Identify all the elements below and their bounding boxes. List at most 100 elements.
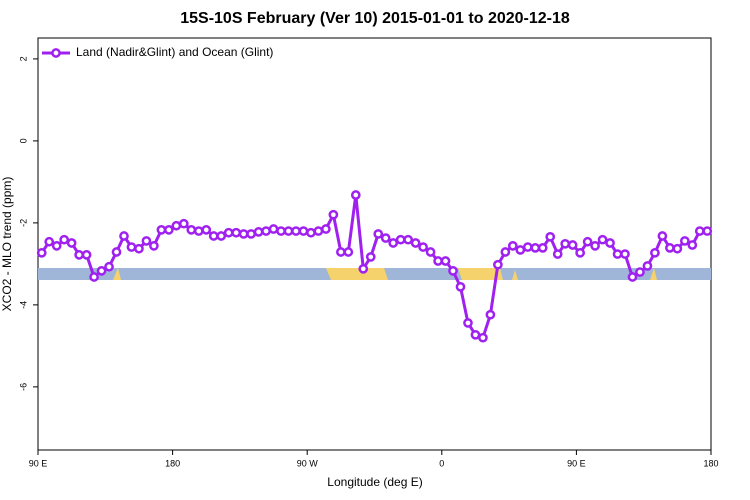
data-point: [89, 272, 99, 282]
data-point: [246, 229, 256, 239]
data-point: [291, 226, 301, 236]
data-point: [560, 238, 571, 249]
data-point: [36, 247, 47, 258]
data-point: [650, 247, 660, 258]
data-point: [178, 218, 189, 229]
data-point: [552, 249, 563, 259]
data-point: [582, 236, 593, 247]
data-point: [448, 266, 458, 276]
data-point: [81, 250, 92, 260]
data-point: [500, 247, 511, 257]
y-tick-label: 0: [18, 138, 28, 143]
data-point: [373, 229, 384, 239]
data-point: [365, 252, 376, 262]
x-tick-label: 90 E: [29, 458, 48, 468]
data-point: [126, 242, 137, 252]
x-tick-label: 0: [439, 458, 444, 468]
data-point: [306, 227, 316, 238]
data-point: [485, 309, 496, 320]
data-point: [530, 243, 541, 253]
data-point: [216, 231, 227, 241]
data-point: [665, 243, 675, 253]
data-point: [201, 225, 212, 235]
land-band: [650, 268, 657, 280]
data-point: [537, 243, 548, 253]
data-point: [66, 238, 77, 248]
data-point: [313, 226, 324, 236]
data-point: [694, 226, 705, 236]
data-point: [261, 226, 271, 236]
chart-title: 15S-10S February (Ver 10) 2015-01-01 to …: [180, 10, 570, 27]
data-point: [418, 242, 428, 252]
land-band: [113, 268, 121, 280]
data-point: [545, 231, 556, 242]
x-tick-label: 180: [165, 458, 180, 468]
data-point: [193, 226, 204, 236]
land-band: [326, 268, 388, 280]
data-point: [433, 256, 443, 266]
data-point: [51, 240, 62, 251]
data-point: [164, 225, 174, 235]
data-point: [119, 231, 129, 241]
data-point: [455, 281, 466, 292]
data-point: [321, 224, 331, 234]
data-point: [253, 227, 264, 237]
data-point: [597, 234, 608, 245]
data-point: [171, 220, 182, 231]
data-point: [276, 226, 286, 236]
data-point: [687, 240, 698, 250]
data-point: [612, 249, 623, 259]
data-point: [515, 245, 526, 255]
data-point: [111, 247, 122, 257]
x-tick-label: 90 W: [297, 458, 319, 468]
data-point: [156, 225, 167, 235]
data-point: [620, 249, 630, 259]
data-point: [358, 263, 369, 274]
data-point: [223, 227, 234, 238]
data-point: [605, 238, 615, 248]
land-ocean-mask: [38, 268, 711, 280]
data-point: [567, 240, 578, 250]
data-point: [186, 225, 197, 235]
data-point: [425, 247, 436, 257]
data-point: [642, 261, 653, 271]
data-point: [298, 226, 309, 236]
data-point: [493, 259, 503, 270]
data-point: [231, 227, 242, 238]
data-point: [478, 332, 488, 343]
data-point: [336, 247, 346, 257]
y-tick-label: -2: [18, 219, 28, 227]
data-point: [208, 231, 219, 241]
data-point: [440, 256, 451, 266]
data-point: [590, 240, 600, 251]
legend-label: Land (Nadir&Glint) and Ocean (Glint): [76, 45, 273, 59]
data-point: [507, 240, 518, 251]
data-point: [328, 209, 339, 220]
data-point: [350, 190, 361, 200]
data-point: [134, 243, 144, 254]
data-point: [388, 238, 399, 248]
data-point: [283, 226, 294, 236]
data-point: [657, 231, 668, 241]
data-point: [343, 247, 354, 257]
legend-marker: [51, 48, 61, 58]
data-point: [463, 318, 473, 328]
data-point: [74, 250, 84, 260]
y-tick-label: 2: [18, 56, 28, 61]
data-point: [702, 226, 713, 236]
x-tick-label: 90 E: [567, 458, 586, 468]
data-point: [59, 234, 70, 245]
data-point: [268, 224, 279, 234]
y-tick-label: -6: [18, 383, 28, 391]
data-point: [141, 236, 152, 246]
data-point: [104, 261, 114, 272]
data-point: [635, 267, 645, 277]
data-point: [403, 234, 413, 245]
land-band: [512, 270, 518, 280]
data-point: [380, 233, 391, 243]
data-point: [238, 229, 249, 239]
data-point: [679, 236, 690, 246]
y-tick-label: -4: [18, 301, 28, 309]
